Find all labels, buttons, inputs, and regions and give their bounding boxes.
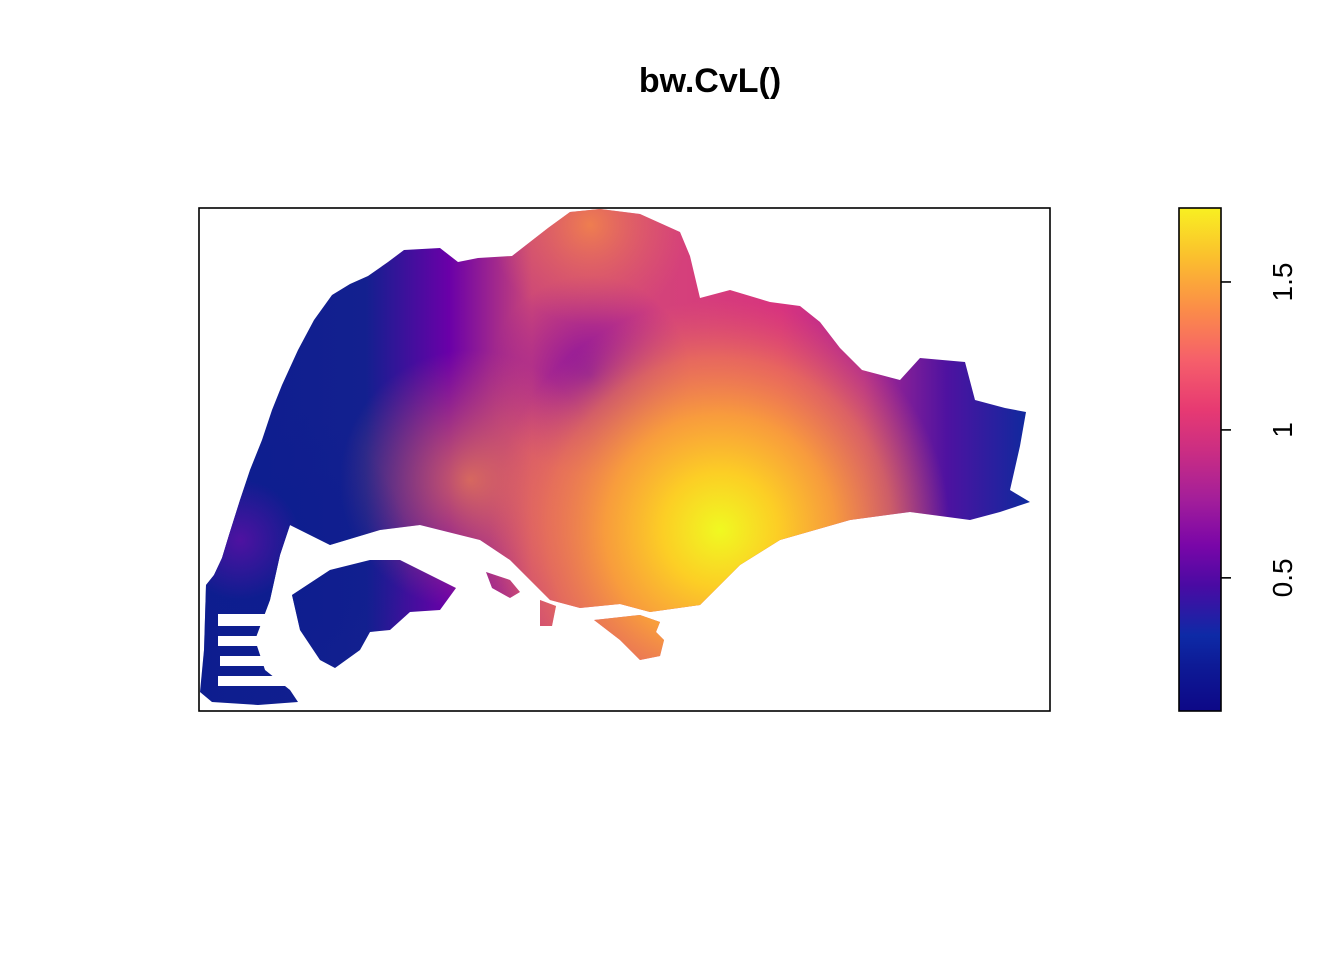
west-water-channels: [218, 614, 288, 686]
heatmap-surface: [200, 209, 1030, 705]
colorbar-tick-label: 0.5: [1267, 558, 1298, 597]
chart-title: bw.CvL(): [639, 62, 781, 100]
colorbar-ticks: 0.5 1 1.5: [1221, 263, 1298, 597]
heatmap-purple-sw: [200, 209, 1030, 705]
colorbar-tick-label: 1: [1267, 422, 1298, 438]
plot-frame: [198, 207, 1051, 712]
colorbar: 0.5 1 1.5: [1178, 207, 1298, 712]
colorbar-tick-label: 1.5: [1267, 263, 1298, 302]
colorbar-gradient: [1178, 207, 1222, 712]
